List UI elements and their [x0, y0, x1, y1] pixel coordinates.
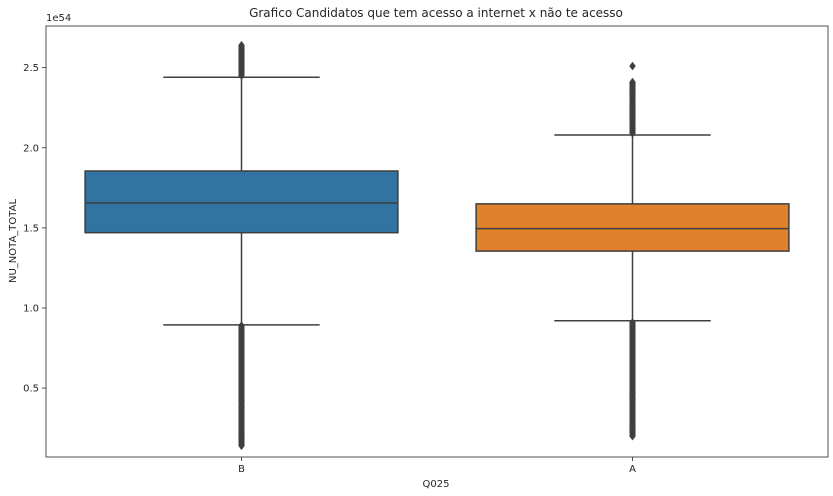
- outlier-point: [629, 77, 636, 87]
- y-tick-label: 2.0: [23, 143, 39, 154]
- chart-title: Grafico Candidatos que tem acesso a inte…: [249, 6, 623, 20]
- outlier-point: [238, 351, 245, 361]
- box: [475, 203, 790, 252]
- outlier-point: [629, 324, 636, 334]
- y-axis-label: NU_NOTA_TOTAL: [8, 199, 19, 283]
- y-tick-label: 1.5: [23, 223, 39, 234]
- outlier-point: [629, 317, 636, 327]
- outlier-point: [629, 426, 636, 436]
- outlier-point: [629, 85, 636, 95]
- y-tick-label: 2.5: [23, 63, 39, 74]
- outlier-point: [238, 433, 245, 443]
- box-group-B: [84, 40, 399, 451]
- outlier-point: [629, 109, 636, 119]
- outlier-point: [629, 114, 636, 124]
- outlier-point: [629, 401, 636, 411]
- outlier-point: [629, 119, 636, 129]
- y-tick-label: 1.0: [23, 303, 39, 314]
- outlier-point: [629, 124, 636, 133]
- outlier-point: [238, 415, 245, 425]
- axes-frame: [45, 25, 829, 458]
- outlier-point: [629, 394, 636, 404]
- outlier-point: [629, 407, 636, 417]
- outlier-point: [629, 414, 636, 423]
- outlier-point: [629, 100, 636, 109]
- outlier-point: [629, 61, 636, 71]
- outlier-point: [238, 391, 245, 401]
- outlier-point: [238, 409, 245, 419]
- outlier-point: [238, 375, 245, 385]
- outlier-point: [238, 359, 245, 369]
- outlier-point: [238, 321, 245, 331]
- box: [84, 170, 399, 234]
- outlier-point: [629, 348, 636, 358]
- outlier-point: [629, 388, 636, 398]
- y-tick-label: 0.5: [23, 384, 39, 395]
- outlier-point: [629, 372, 636, 382]
- outlier-point: [629, 128, 636, 138]
- outlier-point: [629, 364, 636, 374]
- x-tick-label: A: [629, 464, 636, 475]
- outlier-point: [629, 380, 636, 390]
- outlier-point: [238, 396, 245, 406]
- outlier-point: [629, 90, 636, 100]
- outlier-point: [629, 104, 636, 114]
- outlier-point: [238, 428, 245, 438]
- outlier-point: [629, 340, 636, 350]
- outlier-point: [629, 431, 636, 441]
- outlier-point: [238, 343, 245, 353]
- outlier-point: [238, 402, 245, 412]
- outlier-point: [629, 332, 636, 342]
- outlier-point: [238, 383, 245, 393]
- outlier-point: [238, 327, 245, 337]
- outlier-point: [238, 335, 245, 345]
- outlier-point: [629, 95, 636, 105]
- outlier-point: [629, 356, 636, 366]
- y-offset-text: 1e54: [46, 13, 71, 24]
- outlier-point: [238, 40, 245, 50]
- outlier-point: [238, 71, 245, 81]
- outlier-point: [629, 420, 636, 430]
- box-group-A: [475, 61, 790, 441]
- plot-area: [84, 40, 790, 451]
- outlier-point: [238, 422, 245, 431]
- x-tick-label: B: [238, 464, 245, 475]
- outlier-point: [238, 367, 245, 377]
- x-axis-label: Q025: [423, 479, 450, 490]
- outlier-point: [238, 441, 245, 451]
